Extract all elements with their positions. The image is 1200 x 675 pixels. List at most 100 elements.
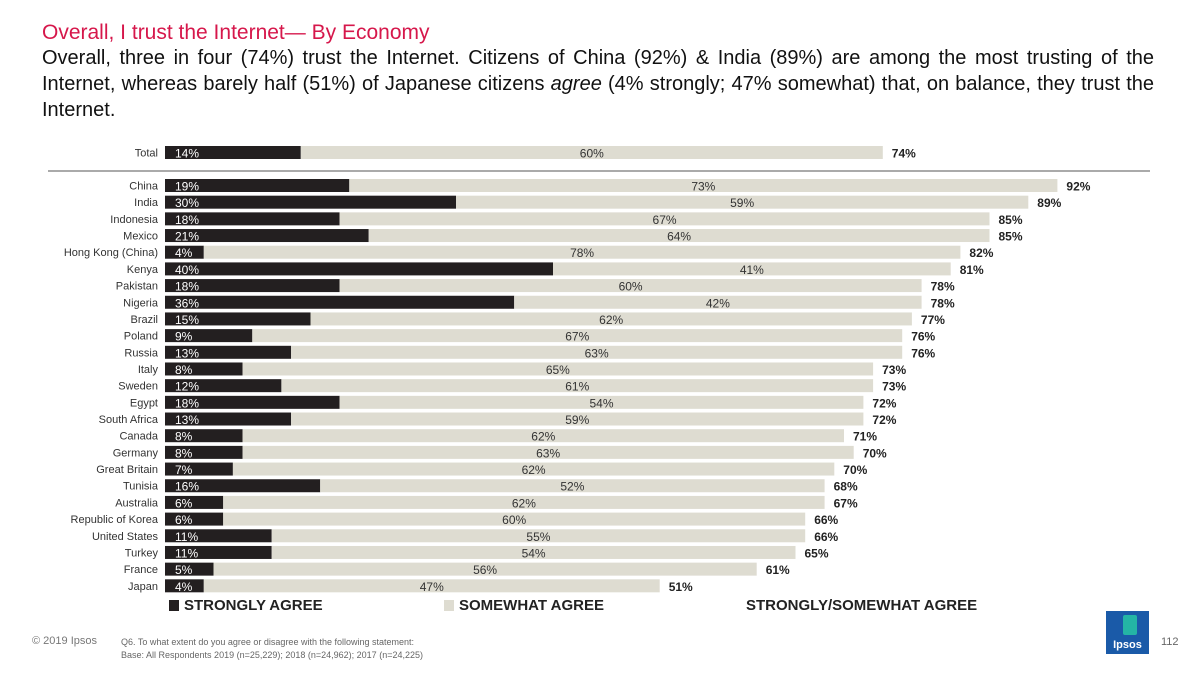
bar-strongly-sweden bbox=[165, 379, 282, 393]
label-strongly-brazil: 15% bbox=[175, 313, 199, 327]
label-strongly-australia: 6% bbox=[175, 496, 193, 510]
page-subtitle: Overall, three in four (74%) trust the I… bbox=[42, 45, 1154, 123]
label-total-hong-kong-china: 82% bbox=[969, 246, 993, 260]
label-somewhat-canada: 62% bbox=[531, 430, 555, 444]
category-label-germany: Germany bbox=[113, 447, 159, 459]
category-label-pakistan: Pakistan bbox=[116, 281, 158, 293]
label-strongly-mexico: 21% bbox=[175, 230, 199, 244]
label-somewhat-india: 59% bbox=[730, 196, 754, 210]
label-somewhat-total: 60% bbox=[580, 147, 604, 161]
label-somewhat-france: 56% bbox=[473, 563, 497, 577]
bar-somewhat-republic-of-korea bbox=[223, 512, 806, 526]
label-total-tunisia: 68% bbox=[834, 480, 858, 494]
label-total-united-states: 66% bbox=[814, 530, 838, 544]
category-label-nigeria: Nigeria bbox=[123, 297, 159, 309]
label-somewhat-turkey: 54% bbox=[522, 546, 546, 560]
legend-strongly: STRONGLY AGREE bbox=[169, 597, 323, 614]
label-total-nigeria: 78% bbox=[931, 296, 955, 310]
bar-somewhat-germany bbox=[242, 445, 854, 459]
label-total-great-britain: 70% bbox=[843, 463, 867, 477]
footnote: Q6. To what extent do you agree or disag… bbox=[121, 636, 423, 662]
bar-somewhat-italy bbox=[242, 362, 874, 376]
page-number: 112 bbox=[1161, 636, 1179, 648]
label-total-russia: 76% bbox=[911, 346, 935, 360]
label-total-republic-of-korea: 66% bbox=[814, 513, 838, 527]
label-total-france: 61% bbox=[766, 563, 790, 577]
label-somewhat-pakistan: 60% bbox=[619, 280, 643, 294]
bar-somewhat-india bbox=[456, 195, 1029, 209]
bar-somewhat-brazil bbox=[310, 312, 912, 326]
category-label-hong-kong-china: Hong Kong (China) bbox=[64, 247, 158, 259]
subtitle-emphasis: agree bbox=[550, 73, 602, 95]
legend-somewhat-swatch bbox=[444, 600, 454, 611]
label-strongly-japan: 4% bbox=[175, 580, 193, 594]
legend-somewhat: SOMEWHAT AGREE bbox=[444, 597, 604, 614]
bar-strongly-hong-kong-china bbox=[165, 245, 204, 259]
label-strongly-great-britain: 7% bbox=[175, 463, 193, 477]
label-somewhat-united-states: 55% bbox=[526, 530, 550, 544]
label-somewhat-poland: 67% bbox=[565, 330, 589, 344]
category-label-poland: Poland bbox=[124, 331, 158, 343]
label-strongly-italy: 8% bbox=[175, 363, 193, 377]
bar-strongly-nigeria bbox=[165, 295, 515, 309]
category-label-india: India bbox=[134, 197, 159, 209]
bar-strongly-united-states bbox=[165, 529, 272, 543]
legend-total-label: STRONGLY/SOMEWHAT AGREE bbox=[746, 597, 978, 614]
bar-somewhat-canada bbox=[242, 429, 845, 443]
bar-somewhat-russia bbox=[291, 345, 903, 359]
label-total-egypt: 72% bbox=[872, 396, 896, 410]
label-somewhat-australia: 62% bbox=[512, 496, 536, 510]
label-total-sweden: 73% bbox=[882, 380, 906, 394]
subtitle-part2: (4% strongly; 47% somewhat) that, on bal… bbox=[42, 73, 1154, 121]
category-label-brazil: Brazil bbox=[130, 314, 158, 326]
category-label-russia: Russia bbox=[124, 347, 159, 359]
bar-strongly-italy bbox=[165, 362, 243, 376]
label-strongly-kenya: 40% bbox=[175, 263, 199, 277]
label-strongly-sweden: 12% bbox=[175, 380, 199, 394]
label-total-italy: 73% bbox=[882, 363, 906, 377]
label-strongly-republic-of-korea: 6% bbox=[175, 513, 193, 527]
label-somewhat-brazil: 62% bbox=[599, 313, 623, 327]
category-label-australia: Australia bbox=[115, 497, 159, 509]
category-label-tunisia: Tunisia bbox=[123, 481, 159, 493]
bar-strongly-pakistan bbox=[165, 279, 340, 293]
label-strongly-poland: 9% bbox=[175, 330, 193, 344]
bar-strongly-canada bbox=[165, 429, 243, 443]
label-total-poland: 76% bbox=[911, 330, 935, 344]
label-somewhat-nigeria: 42% bbox=[706, 296, 730, 310]
label-total-pakistan: 78% bbox=[931, 280, 955, 294]
label-strongly-south-africa: 13% bbox=[175, 413, 199, 427]
bar-somewhat-sweden bbox=[281, 379, 874, 393]
logo-text: Ipsos bbox=[1113, 639, 1142, 651]
subtitle-part1: Overall, three in four (74%) trust the I… bbox=[42, 47, 1154, 95]
label-somewhat-hong-kong-china: 78% bbox=[570, 246, 594, 260]
label-somewhat-germany: 63% bbox=[536, 446, 560, 460]
label-somewhat-italy: 65% bbox=[546, 363, 570, 377]
bar-somewhat-china bbox=[349, 179, 1058, 192]
label-somewhat-kenya: 41% bbox=[740, 263, 764, 277]
label-strongly-nigeria: 36% bbox=[175, 296, 199, 310]
bar-somewhat-france bbox=[213, 562, 757, 576]
label-strongly-indonesia: 18% bbox=[175, 213, 199, 227]
copyright: © 2019 Ipsos bbox=[32, 635, 97, 647]
label-total-total: 74% bbox=[892, 147, 916, 161]
bar-strongly-indonesia bbox=[165, 212, 340, 226]
legend-somewhat-label: SOMEWHAT AGREE bbox=[459, 597, 604, 614]
label-total-kenya: 81% bbox=[960, 263, 984, 277]
bar-somewhat-kenya bbox=[553, 262, 951, 276]
label-total-india: 89% bbox=[1037, 196, 1061, 210]
category-label-italy: Italy bbox=[138, 364, 159, 376]
label-strongly-tunisia: 16% bbox=[175, 480, 199, 494]
category-label-great-britain: Great Britain bbox=[96, 464, 158, 476]
category-label-indonesia: Indonesia bbox=[110, 214, 159, 226]
category-label-canada: Canada bbox=[119, 431, 158, 443]
category-label-total: Total bbox=[135, 148, 158, 160]
bar-strongly-russia bbox=[165, 345, 292, 359]
bar-strongly-turkey bbox=[165, 545, 272, 559]
label-total-canada: 71% bbox=[853, 430, 877, 444]
category-label-united-states: United States bbox=[92, 531, 159, 543]
label-somewhat-tunisia: 52% bbox=[560, 480, 584, 494]
bar-somewhat-indonesia bbox=[339, 212, 990, 226]
bar-strongly-germany bbox=[165, 445, 243, 459]
legend-strongly-label: STRONGLY AGREE bbox=[184, 597, 323, 614]
